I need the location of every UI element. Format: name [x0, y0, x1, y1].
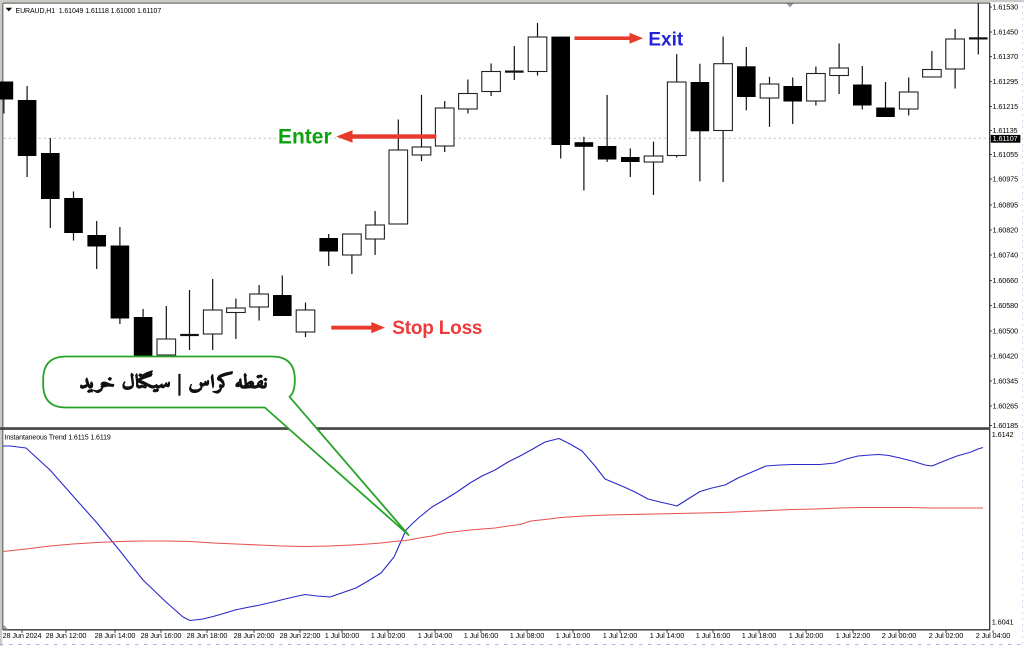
svg-text:1 Jul 02:00: 1 Jul 02:00: [371, 631, 405, 640]
svg-text:1.61135: 1.61135: [993, 126, 1018, 135]
svg-text:Enter: Enter: [278, 125, 332, 148]
svg-text:1.6041: 1.6041: [992, 618, 1014, 627]
svg-text:1 Jul 10:00: 1 Jul 10:00: [556, 631, 590, 640]
svg-text:1.60265: 1.60265: [993, 402, 1019, 411]
svg-text:1 Jul 04:00: 1 Jul 04:00: [418, 631, 452, 640]
svg-text:1.60345: 1.60345: [993, 377, 1019, 386]
svg-text:1.60580: 1.60580: [993, 301, 1019, 310]
svg-text:1 Jul 14:00: 1 Jul 14:00: [650, 631, 684, 640]
svg-text:1.61370: 1.61370: [993, 52, 1019, 61]
svg-text:28 Jun 18:00: 28 Jun 18:00: [187, 631, 228, 640]
svg-text:1.61450: 1.61450: [993, 28, 1019, 37]
svg-text:1.60895: 1.60895: [993, 201, 1019, 210]
svg-text:28 Jun 2024: 28 Jun 2024: [3, 631, 42, 640]
svg-text:1.60185: 1.60185: [993, 421, 1019, 430]
svg-text:28 Jun 20:00: 28 Jun 20:00: [234, 631, 275, 640]
svg-text:1 Jul 20:00: 1 Jul 20:00: [789, 631, 823, 640]
svg-text:1 Jul 00:00: 1 Jul 00:00: [325, 631, 359, 640]
svg-text:1.60740: 1.60740: [993, 251, 1019, 260]
svg-text:1.60420: 1.60420: [993, 352, 1019, 361]
svg-text:1.61107: 1.61107: [993, 134, 1018, 143]
svg-text:2 Jul 02:00: 2 Jul 02:00: [929, 631, 963, 640]
svg-text:28 Jun 14:00: 28 Jun 14:00: [95, 631, 136, 640]
svg-text:1 Jul 22:00: 1 Jul 22:00: [836, 631, 870, 640]
svg-text:1 Jul 06:00: 1 Jul 06:00: [464, 631, 498, 640]
svg-text:Exit: Exit: [648, 30, 684, 51]
svg-text:1.61215: 1.61215: [993, 102, 1019, 111]
svg-text:28 Jun 22:00: 28 Jun 22:00: [280, 631, 321, 640]
svg-text:2 Jul 04:00: 2 Jul 04:00: [976, 631, 1010, 640]
svg-text:1 Jul 08:00: 1 Jul 08:00: [510, 631, 544, 640]
svg-text:1.61295: 1.61295: [993, 77, 1019, 86]
svg-text:1.60820: 1.60820: [993, 226, 1019, 235]
svg-text:1.61055: 1.61055: [993, 150, 1019, 159]
svg-text:1 Jul 16:00: 1 Jul 16:00: [696, 631, 730, 640]
svg-text:28 Jun 16:00: 28 Jun 16:00: [141, 631, 182, 640]
svg-text:28 Jun 12:00: 28 Jun 12:00: [46, 631, 87, 640]
svg-text:1 Jul 12:00: 1 Jul 12:00: [603, 631, 637, 640]
svg-text:1.60500: 1.60500: [993, 327, 1019, 336]
svg-text:EURAUD,H1 1.61049 1.61118 1.6: EURAUD,H1 1.61049 1.61118 1.61000 1.6110…: [16, 8, 162, 15]
svg-text:Instantaneous Trend 1.6115 1.6: Instantaneous Trend 1.6115 1.6119: [5, 435, 111, 442]
svg-text:1 Jul 18:00: 1 Jul 18:00: [742, 631, 776, 640]
svg-text:2 Jul 00:00: 2 Jul 00:00: [882, 631, 916, 640]
svg-text:1.61530: 1.61530: [993, 3, 1019, 12]
svg-text:Stop Loss: Stop Loss: [392, 318, 482, 339]
svg-text:1.60975: 1.60975: [993, 175, 1019, 184]
svg-text:1.60660: 1.60660: [993, 276, 1019, 285]
svg-text:1.6142: 1.6142: [992, 430, 1014, 439]
